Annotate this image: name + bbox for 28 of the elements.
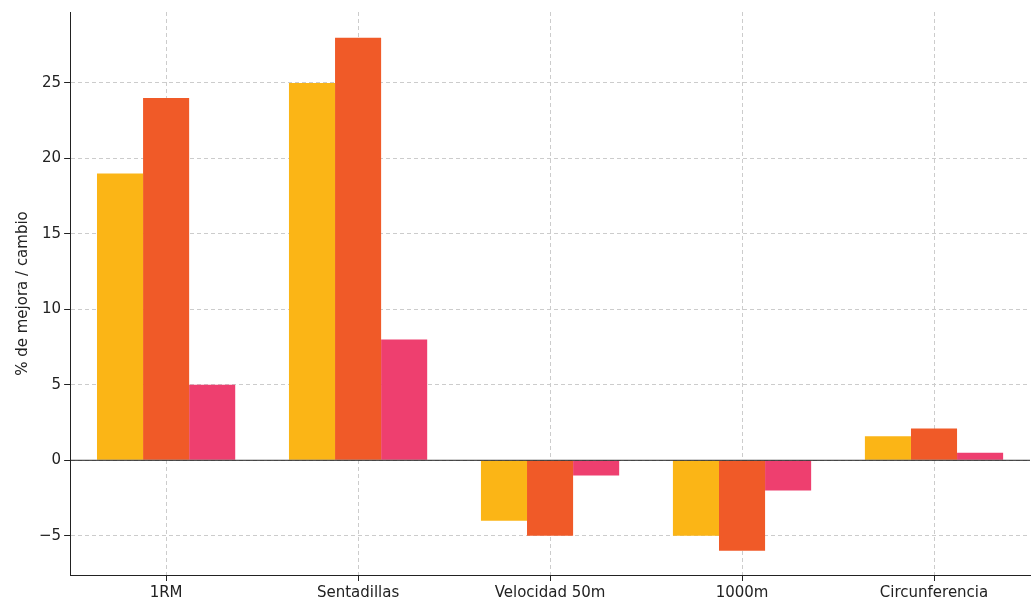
x-tick-label: Velocidad 50m: [494, 582, 606, 601]
bar: [719, 460, 766, 551]
x-tick-label: Circunferencia: [879, 582, 989, 601]
x-tick-label: Sentadillas: [316, 582, 400, 601]
bar: [96, 173, 144, 460]
y-tick-label: 15: [42, 223, 62, 242]
bar: [765, 460, 812, 491]
bar: [288, 82, 336, 460]
bar: [957, 452, 1004, 460]
bar: [672, 460, 719, 536]
bar: [910, 428, 958, 460]
y-tick-label: 25: [42, 72, 62, 91]
bar: [480, 460, 528, 521]
bar: [527, 460, 574, 536]
bar: [381, 339, 428, 460]
y-tick-label: 5: [51, 374, 62, 393]
y-tick-label: 0: [51, 450, 62, 469]
x-tick-label: 1RM: [149, 582, 183, 601]
bar: [189, 384, 236, 460]
x-tick-label: 1000m: [715, 582, 769, 601]
y-tick-label: 10: [42, 299, 62, 318]
y-tick-label: 20: [42, 148, 62, 167]
y-tick-label: −5: [38, 525, 62, 544]
y-axis-title: % de mejora / cambio: [12, 211, 31, 376]
bar: [143, 98, 190, 460]
bar: [573, 460, 620, 476]
bar: [335, 37, 382, 460]
bar: [864, 436, 911, 460]
